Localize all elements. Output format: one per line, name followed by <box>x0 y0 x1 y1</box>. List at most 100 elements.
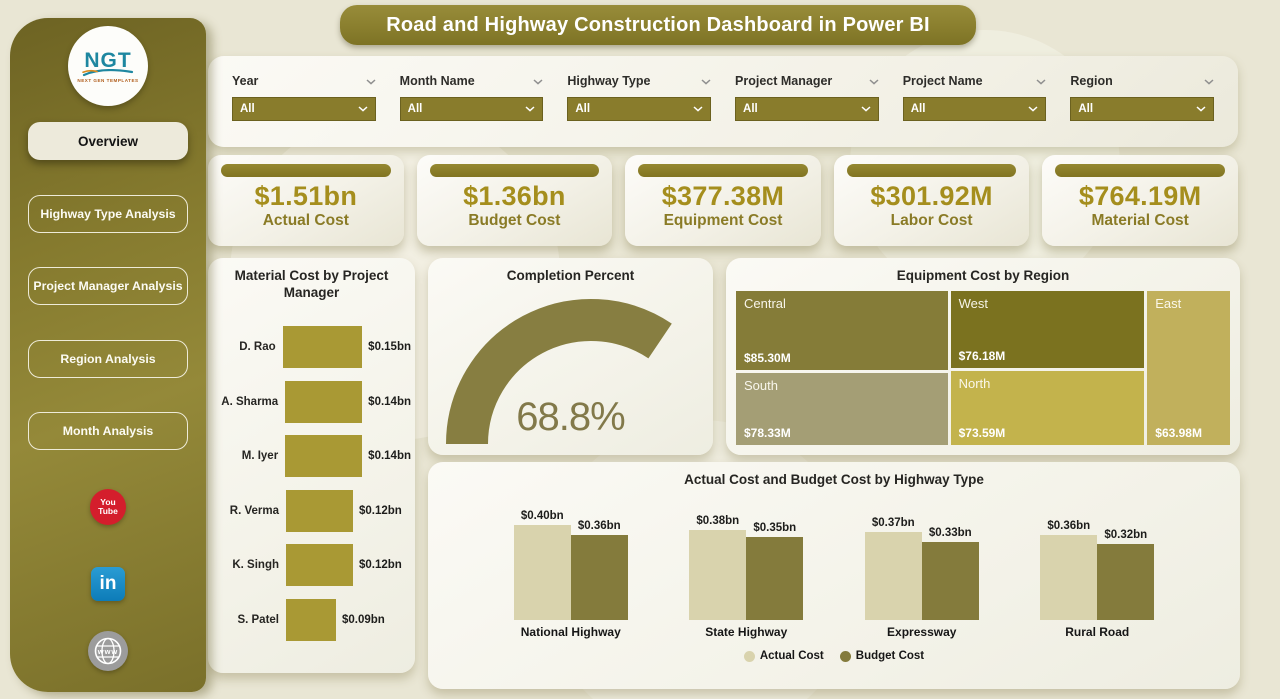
bar-category-label: K. Singh <box>232 559 279 572</box>
bar-d-rao[interactable] <box>282 326 363 369</box>
sidebar-item-highway-type-analysis[interactable]: Highway Type Analysis <box>28 195 188 233</box>
column-bar-budget-cost-expressway[interactable] <box>921 542 979 620</box>
linkedin-icon[interactable]: in <box>91 567 125 601</box>
filter-value: All <box>1078 103 1094 115</box>
chevron-down-icon <box>525 103 535 115</box>
treemap-tile-value: $85.30M <box>744 350 791 365</box>
bar-category-label: S. Patel <box>237 613 279 626</box>
filter-highway-type: Highway Type All <box>567 72 712 147</box>
logo-subtext: NEXT GEN TEMPLATES <box>77 77 139 83</box>
kpi-card-labor-cost: $301.92M Labor Cost <box>833 155 1030 246</box>
kpi-value: $301.92M <box>870 181 993 211</box>
bar-r-verma[interactable] <box>286 489 353 532</box>
treemap-tile-central[interactable]: Central $85.30M <box>736 291 948 370</box>
column-group-bars: $0.38bn $0.35bn <box>689 515 804 620</box>
bar-value-label: $0.14bn <box>368 450 411 463</box>
bar-value-label: $0.14bn <box>368 395 411 408</box>
treemap-tile-south[interactable]: South $78.33M <box>736 372 948 445</box>
bar-s-patel[interactable] <box>286 598 336 641</box>
filter-project-manager: Project Manager All <box>735 73 879 147</box>
chevron-down-icon[interactable] <box>1036 72 1046 90</box>
material-cost-bar-chart: D. Rao $0.15bn A. Sharma $0.14bn M. Iyer $0.1… <box>216 320 411 647</box>
column-bar-actual-cost-state-highway[interactable] <box>689 530 747 620</box>
filter-value: All <box>743 103 758 115</box>
kpi-accent-band <box>638 164 808 177</box>
column-bar-actual-cost-expressway[interactable] <box>864 532 922 620</box>
filter-dropdown[interactable]: All <box>735 97 879 121</box>
bar-m-iyer[interactable] <box>285 435 363 478</box>
highway-type-column-chart: $0.40bn $0.36bn National Highway $0.38bn $0.… <box>483 492 1185 644</box>
filter-dropdown[interactable]: All <box>399 97 544 121</box>
column-bar-actual-cost-national-highway[interactable] <box>513 525 571 620</box>
filter-dropdown[interactable]: All <box>567 97 712 121</box>
filter-dropdown[interactable]: All <box>232 97 376 121</box>
column-budget-cost: $0.32bn <box>1097 529 1155 620</box>
chart-legend: Actual Cost Budget Cost <box>428 650 1240 662</box>
logo-text: NGT <box>84 48 132 72</box>
chevron-down-icon[interactable] <box>701 72 711 90</box>
treemap-tile-name: East <box>1155 296 1182 311</box>
youtube-label: You <box>100 497 116 508</box>
material-cost-by-pm-panel: Material Cost by Project Manager D. Rao $… <box>208 258 415 673</box>
sidebar-item-project-manager-analysis[interactable]: Project Manager Analysis <box>28 267 188 305</box>
bar-k-singh[interactable] <box>286 544 353 587</box>
column-value-label: $0.36bn <box>1047 520 1091 532</box>
chevron-down-icon[interactable] <box>1204 72 1214 90</box>
gauge-arc-icon <box>446 298 672 445</box>
filter-label: Highway Type <box>567 74 651 88</box>
filter-dropdown[interactable]: All <box>902 97 1047 121</box>
column-value-label: $0.37bn <box>871 517 915 529</box>
legend-label: Budget Cost <box>855 650 925 662</box>
legend-dot-icon <box>743 650 755 662</box>
chevron-down-icon[interactable] <box>366 72 376 90</box>
website-globe-icon[interactable]: www <box>88 631 128 671</box>
kpi-card-actual-cost: $1.51bn Actual Cost <box>208 155 404 246</box>
legend-dot-icon <box>839 650 851 662</box>
bar-row-m-iyer: M. Iyer $0.14bn <box>216 429 411 484</box>
youtube-icon[interactable]: You Tube <box>90 489 126 525</box>
filter-header: Region <box>1070 73 1214 89</box>
kpi-value: $1.51bn <box>254 181 358 211</box>
column-bar-budget-cost-national-highway[interactable] <box>570 535 628 620</box>
filter-region: Region All <box>1070 73 1215 147</box>
legend-item-budget-cost[interactable]: Budget Cost <box>839 650 925 662</box>
kpi-accent-band <box>429 164 600 177</box>
filter-bar: Year All Month Name All Highway Type All Proje… <box>208 56 1238 147</box>
filter-value: All <box>240 103 255 115</box>
column-group-bars: $0.37bn $0.33bn <box>864 517 979 620</box>
kpi-value: $764.19M <box>1078 181 1202 211</box>
column-actual-cost: $0.40bn <box>513 510 571 620</box>
treemap-tile-name: South <box>744 377 778 393</box>
column-category-label: National Highway <box>520 625 621 639</box>
chevron-down-icon <box>1028 103 1038 115</box>
chevron-down-icon <box>861 103 871 115</box>
column-group-bars: $0.36bn $0.32bn <box>1040 520 1155 620</box>
bar-a-sharma[interactable] <box>285 380 363 423</box>
sidebar-item-overview[interactable]: Overview <box>28 122 188 160</box>
chart-title: Actual Cost and Budget Cost by Highway T… <box>684 472 984 487</box>
filter-label: Region <box>1070 74 1113 88</box>
column-value-label: $0.32bn <box>1104 529 1148 541</box>
legend-item-actual-cost[interactable]: Actual Cost <box>743 650 824 662</box>
bar-row-k-singh: K. Singh $0.12bn <box>216 538 411 593</box>
chevron-down-icon[interactable] <box>869 72 879 90</box>
treemap-tile-west[interactable]: West $76.18M <box>950 291 1145 368</box>
bar-row-d-rao: D. Rao $0.15bn <box>216 320 411 375</box>
treemap-tile-east[interactable]: East $63.98M <box>1147 291 1230 445</box>
sidebar-item-month-analysis[interactable]: Month Analysis <box>28 412 188 450</box>
column-actual-cost: $0.38bn <box>689 515 747 620</box>
column-bar-budget-cost-rural-road[interactable] <box>1097 544 1155 620</box>
sidebar-item-region-analysis[interactable]: Region Analysis <box>28 340 188 378</box>
filter-dropdown[interactable]: All <box>1070 97 1215 121</box>
filter-year: Year All <box>232 73 376 147</box>
column-actual-cost: $0.36bn <box>1040 520 1098 620</box>
bar-row-a-sharma: A. Sharma $0.14bn <box>216 375 411 430</box>
kpi-value: $1.36bn <box>463 181 566 211</box>
treemap-tile-north[interactable]: North $73.59M <box>950 370 1145 445</box>
kpi-label: Budget Cost <box>468 212 561 229</box>
column-bar-actual-cost-rural-road[interactable] <box>1040 535 1098 620</box>
column-bar-budget-cost-state-highway[interactable] <box>746 537 804 620</box>
chevron-down-icon[interactable] <box>533 72 543 90</box>
filter-header: Month Name <box>400 73 544 89</box>
column-group-expressway: $0.37bn $0.33bn Expressway <box>864 517 979 644</box>
